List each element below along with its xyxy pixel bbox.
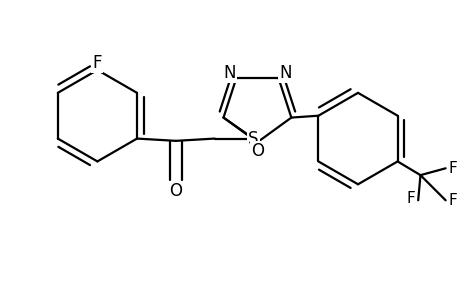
Text: N: N	[223, 64, 235, 82]
Text: F: F	[447, 193, 456, 208]
Text: N: N	[279, 64, 291, 82]
Text: O: O	[251, 142, 263, 160]
Text: F: F	[406, 190, 415, 206]
Text: O: O	[169, 182, 182, 200]
Text: S: S	[248, 130, 258, 148]
Text: F: F	[447, 161, 456, 176]
Text: F: F	[92, 54, 102, 72]
